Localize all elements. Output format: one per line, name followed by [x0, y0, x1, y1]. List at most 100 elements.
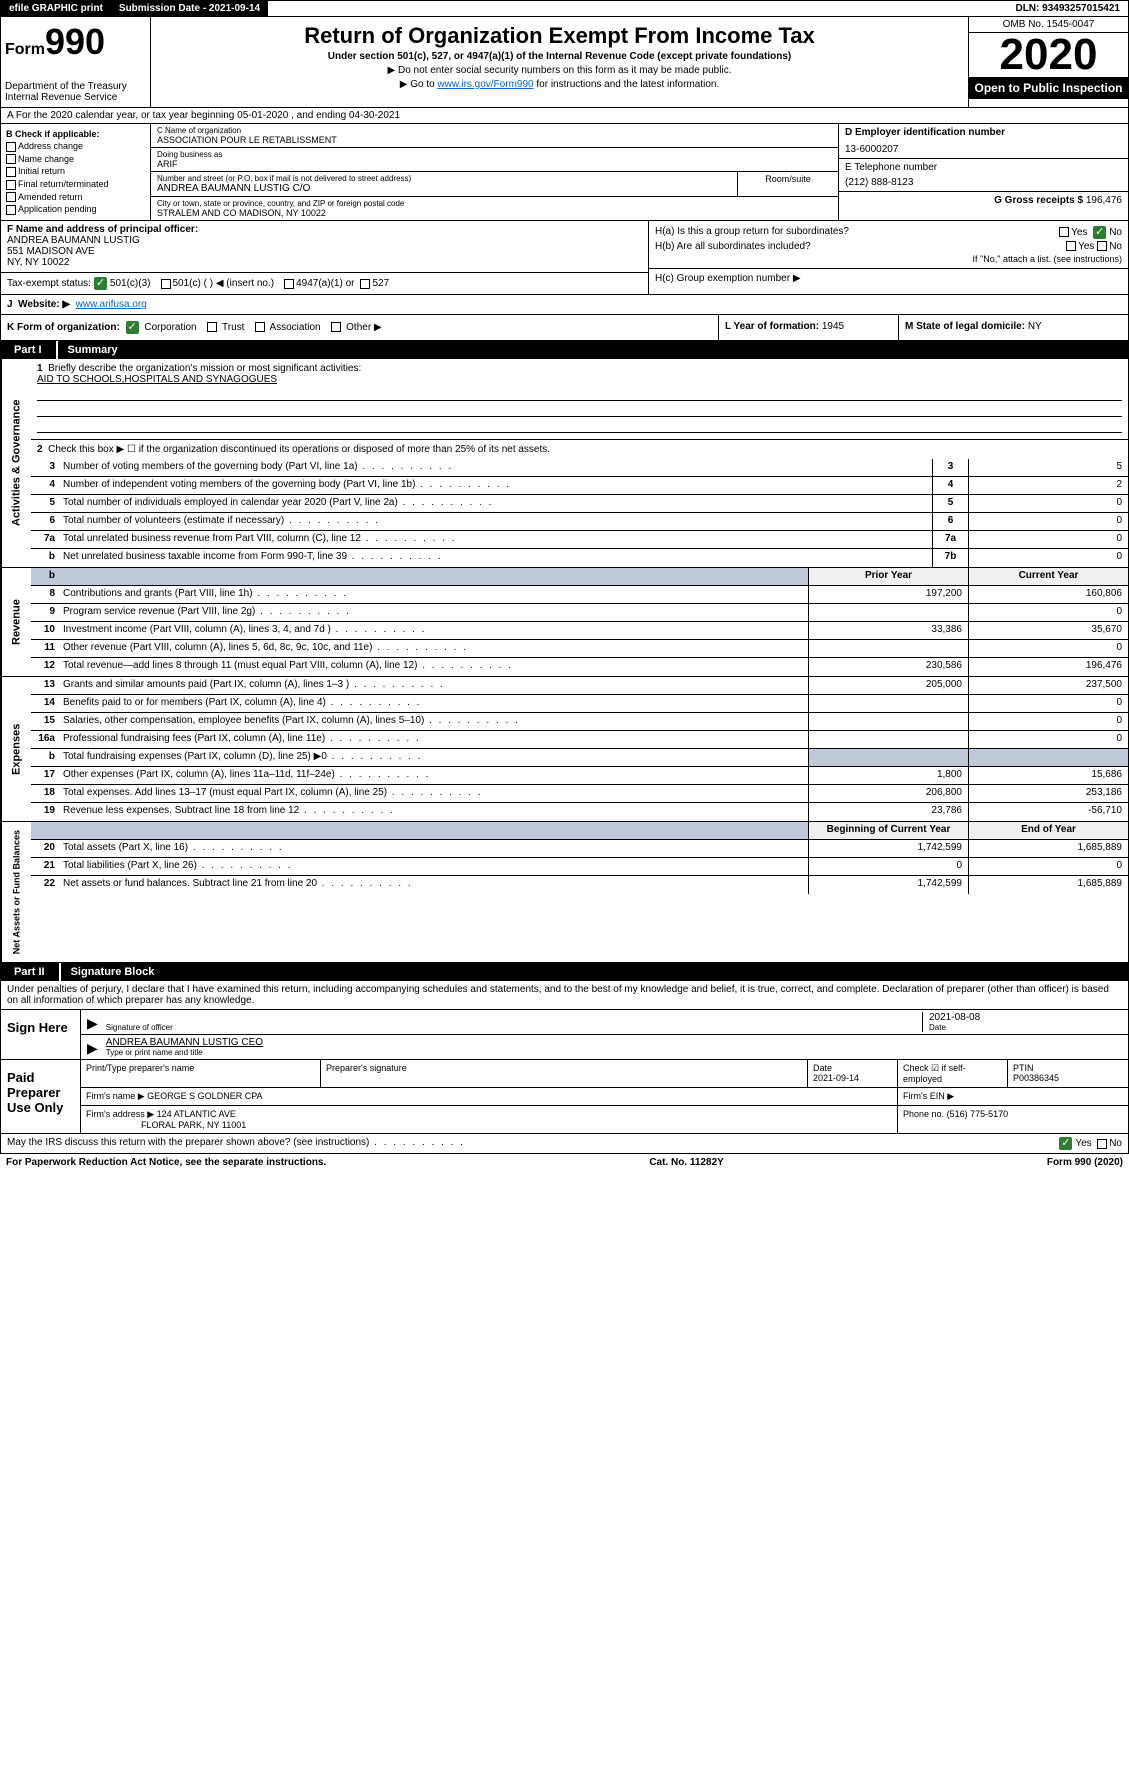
- sign-here-label: Sign Here: [1, 1010, 81, 1059]
- box-h-group: H(a) Is this a group return for subordin…: [648, 221, 1128, 294]
- check-name[interactable]: Name change: [6, 154, 145, 165]
- form-header: Form990 Department of the Treasury Inter…: [0, 17, 1129, 108]
- prior-value: 1,742,599: [808, 876, 968, 894]
- row-desc: Grants and similar amounts paid (Part IX…: [59, 677, 808, 694]
- row-num: 17: [31, 767, 59, 784]
- prior-value: 205,000: [808, 677, 968, 694]
- self-employed-check[interactable]: Check ☑ if self-employed: [898, 1060, 1008, 1087]
- row-desc: Revenue less expenses. Subtract line 18 …: [59, 803, 808, 821]
- check-amended[interactable]: Amended return: [6, 192, 145, 203]
- website-link[interactable]: www.arifusa.org: [76, 299, 147, 310]
- revenue-section: Revenue b Prior Year Current Year 8Contr…: [0, 568, 1129, 677]
- row-desc: Number of independent voting members of …: [59, 477, 932, 494]
- current-value: 35,670: [968, 622, 1128, 639]
- row-desc: Investment income (Part VIII, column (A)…: [59, 622, 808, 639]
- line-value: 0: [968, 495, 1128, 512]
- table-row: 11Other revenue (Part VIII, column (A), …: [31, 640, 1128, 658]
- table-row: 5Total number of individuals employed in…: [31, 495, 1128, 513]
- governance-section: Activities & Governance 1 Briefly descri…: [0, 359, 1129, 568]
- col-end-header: End of Year: [968, 822, 1128, 839]
- dept-irs: Internal Revenue Service: [5, 92, 146, 103]
- row-num: 7a: [31, 531, 59, 548]
- table-row: 21Total liabilities (Part X, line 26)00: [31, 858, 1128, 876]
- tax-year: 2020: [969, 33, 1128, 77]
- table-row: 20Total assets (Part X, line 16)1,742,59…: [31, 840, 1128, 858]
- row-num: 13: [31, 677, 59, 694]
- row-desc: Total number of individuals employed in …: [59, 495, 932, 512]
- q1-answer: AID TO SCHOOLS,HOSPITALS AND SYNAGOGUES: [37, 374, 277, 385]
- row-num: 4: [31, 477, 59, 494]
- cat-no: Cat. No. 11282Y: [649, 1157, 723, 1168]
- prior-value: [808, 695, 968, 712]
- row-num: 22: [31, 876, 59, 894]
- hb-note: If "No," attach a list. (see instruction…: [655, 254, 1122, 264]
- row-num: b: [31, 549, 59, 567]
- addr-label: Number and street (or P.O. box if mail i…: [157, 174, 731, 183]
- table-row: 6Total number of volunteers (estimate if…: [31, 513, 1128, 531]
- row-num: 3: [31, 459, 59, 476]
- line-value: 0: [968, 531, 1128, 548]
- perjury-text: Under penalties of perjury, I declare th…: [1, 981, 1128, 1010]
- check-final[interactable]: Final return/terminated: [6, 179, 145, 190]
- top-bar: efile GRAPHIC print Submission Date - 20…: [0, 0, 1129, 17]
- submission-date-button[interactable]: Submission Date - 2021-09-14: [111, 1, 268, 16]
- current-value: 1,685,889: [968, 840, 1128, 857]
- paid-preparer-label: Paid Preparer Use Only: [1, 1060, 81, 1133]
- side-governance: Activities & Governance: [1, 359, 31, 567]
- officer-label: F Name and address of principal officer:: [7, 224, 642, 235]
- prior-value: [808, 713, 968, 730]
- check-initial[interactable]: Initial return: [6, 166, 145, 177]
- q1-text: Briefly describe the organization's miss…: [48, 363, 361, 374]
- check-501c3-icon: ✓: [94, 277, 107, 290]
- row-num: 5: [31, 495, 59, 512]
- irs-link[interactable]: www.irs.gov/Form990: [437, 79, 533, 90]
- prep-name-header: Print/Type preparer's name: [81, 1060, 321, 1087]
- efile-button[interactable]: efile GRAPHIC print: [1, 1, 111, 16]
- row-num: 20: [31, 840, 59, 857]
- tax-exempt-label: Tax-exempt status:: [7, 278, 91, 289]
- arrow-icon: ▶: [87, 1015, 98, 1032]
- table-row: 16aProfessional fundraising fees (Part I…: [31, 731, 1128, 749]
- sig-date: 2021-08-08: [929, 1012, 1122, 1023]
- row-num: 15: [31, 713, 59, 730]
- dln-text: DLN: 93493257015421: [1007, 1, 1128, 16]
- box-c-org-info: C Name of organization ASSOCIATION POUR …: [151, 124, 838, 220]
- box-b-checkboxes: B Check if applicable: Address change Na…: [1, 124, 151, 220]
- col-prior-header: Prior Year: [808, 568, 968, 585]
- prior-value: 197,200: [808, 586, 968, 603]
- current-value: 0: [968, 695, 1128, 712]
- prior-value: [808, 604, 968, 621]
- check-address[interactable]: Address change: [6, 141, 145, 152]
- prior-value: 1,742,599: [808, 840, 968, 857]
- current-value: 15,686: [968, 767, 1128, 784]
- row-num: 10: [31, 622, 59, 639]
- current-value: 237,500: [968, 677, 1128, 694]
- side-expenses: Expenses: [1, 677, 31, 821]
- table-row: 4Number of independent voting members of…: [31, 477, 1128, 495]
- row-num: 18: [31, 785, 59, 802]
- row-desc: Other revenue (Part VIII, column (A), li…: [59, 640, 808, 657]
- expenses-section: Expenses 13Grants and similar amounts pa…: [0, 677, 1129, 822]
- line-box: 7b: [932, 549, 968, 567]
- row-num: 9: [31, 604, 59, 621]
- ptin-value: P00386345: [1013, 1073, 1059, 1083]
- table-row: 3Number of voting members of the governi…: [31, 459, 1128, 477]
- row-num: 12: [31, 658, 59, 676]
- row-desc: Professional fundraising fees (Part IX, …: [59, 731, 808, 748]
- phone-value: (212) 888-8123: [845, 177, 1122, 188]
- col-current-header: Current Year: [968, 568, 1128, 585]
- check-pending[interactable]: Application pending: [6, 204, 145, 215]
- prep-date: 2021-09-14: [813, 1073, 859, 1083]
- footer-last: For Paperwork Reduction Act Notice, see …: [0, 1154, 1129, 1171]
- prior-value: 23,786: [808, 803, 968, 821]
- line-value: 5: [968, 459, 1128, 476]
- box-f-officer: F Name and address of principal officer:…: [1, 221, 648, 294]
- box-b-title: B Check if applicable:: [6, 129, 145, 139]
- prior-value: 0: [808, 858, 968, 875]
- form-subtitle: Under section 501(c), 527, or 4947(a)(1)…: [157, 51, 962, 62]
- row-num: 21: [31, 858, 59, 875]
- line-box: 4: [932, 477, 968, 494]
- row-num: b: [31, 749, 59, 766]
- current-value: 196,476: [968, 658, 1128, 676]
- row-desc: Contributions and grants (Part VIII, lin…: [59, 586, 808, 603]
